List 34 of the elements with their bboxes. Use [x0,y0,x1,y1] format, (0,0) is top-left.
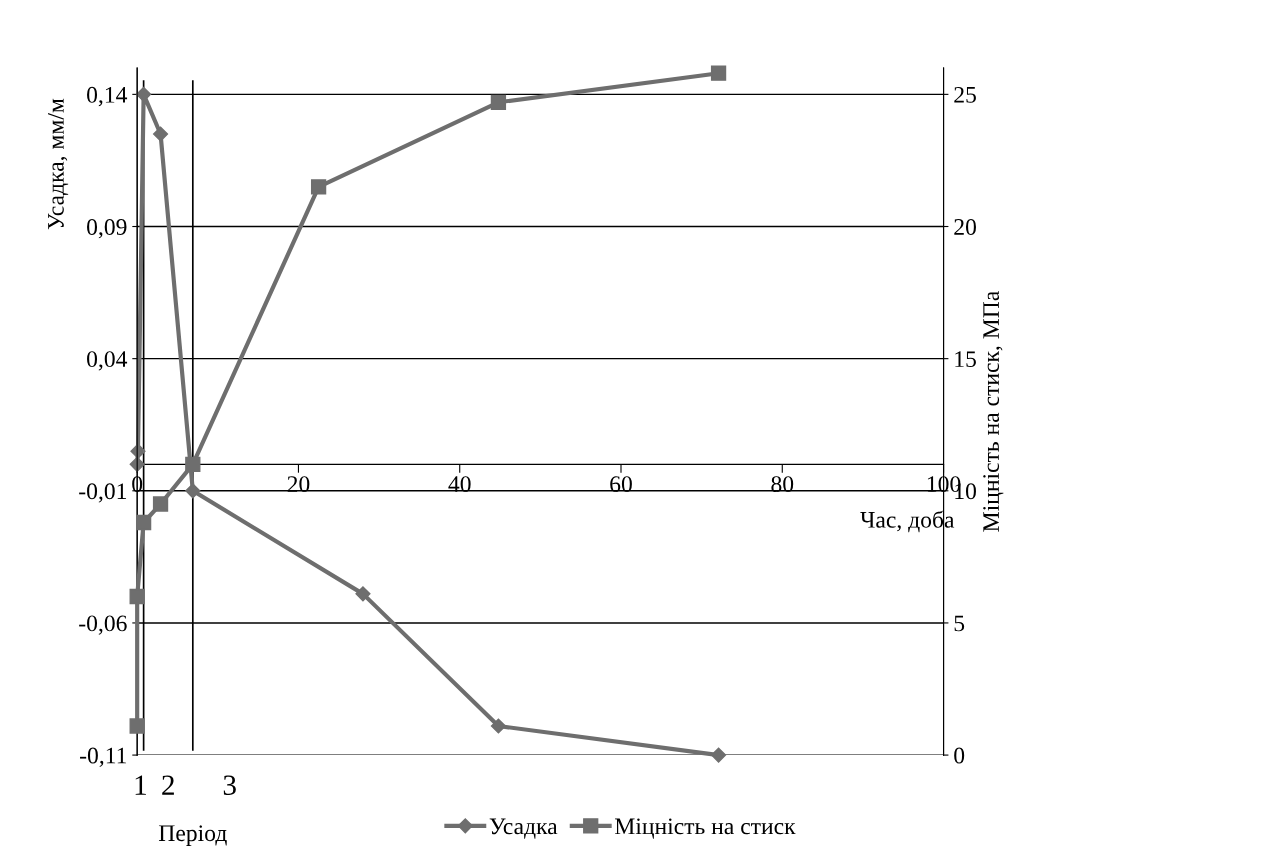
text: 3 [223,775,236,796]
text: 1 [135,775,146,795]
point [355,586,371,602]
y2-tick-label: 20 [954,219,976,235]
point [129,718,145,734]
y2-axis-title: Міцність на стиск, МПа [983,291,1004,532]
y2-tick-label: 0 [954,747,965,764]
text: 2 [162,775,174,795]
y2-tick-label: 25 [954,86,976,103]
y2-tick-label: 5 [954,615,965,632]
x-tick-label: 40 [448,476,471,493]
point [129,588,145,605]
legend-label: Усадка [489,818,558,839]
y-axis-title: Усадка, мм/м [48,98,69,230]
point [310,179,327,195]
point [490,94,507,110]
point [185,456,201,473]
y-tick-label: -0,01 [79,483,127,503]
y-tick-label: 0,09 [87,219,127,239]
point [185,483,201,499]
point [710,65,727,81]
y2-tick-label: 15 [955,351,976,368]
point [490,718,507,734]
y-tick-label: -0,06 [79,615,127,635]
point [152,496,169,512]
text: Період [158,825,227,846]
y-tick-label: 0,04 [87,351,128,371]
y-tick-label: -0,11 [80,747,127,767]
point [152,126,169,142]
legend-label: Міцність на стиск [615,818,796,839]
y-tick-label: 0,14 [87,86,128,107]
point [711,747,727,763]
point [135,514,152,531]
point [136,86,152,102]
